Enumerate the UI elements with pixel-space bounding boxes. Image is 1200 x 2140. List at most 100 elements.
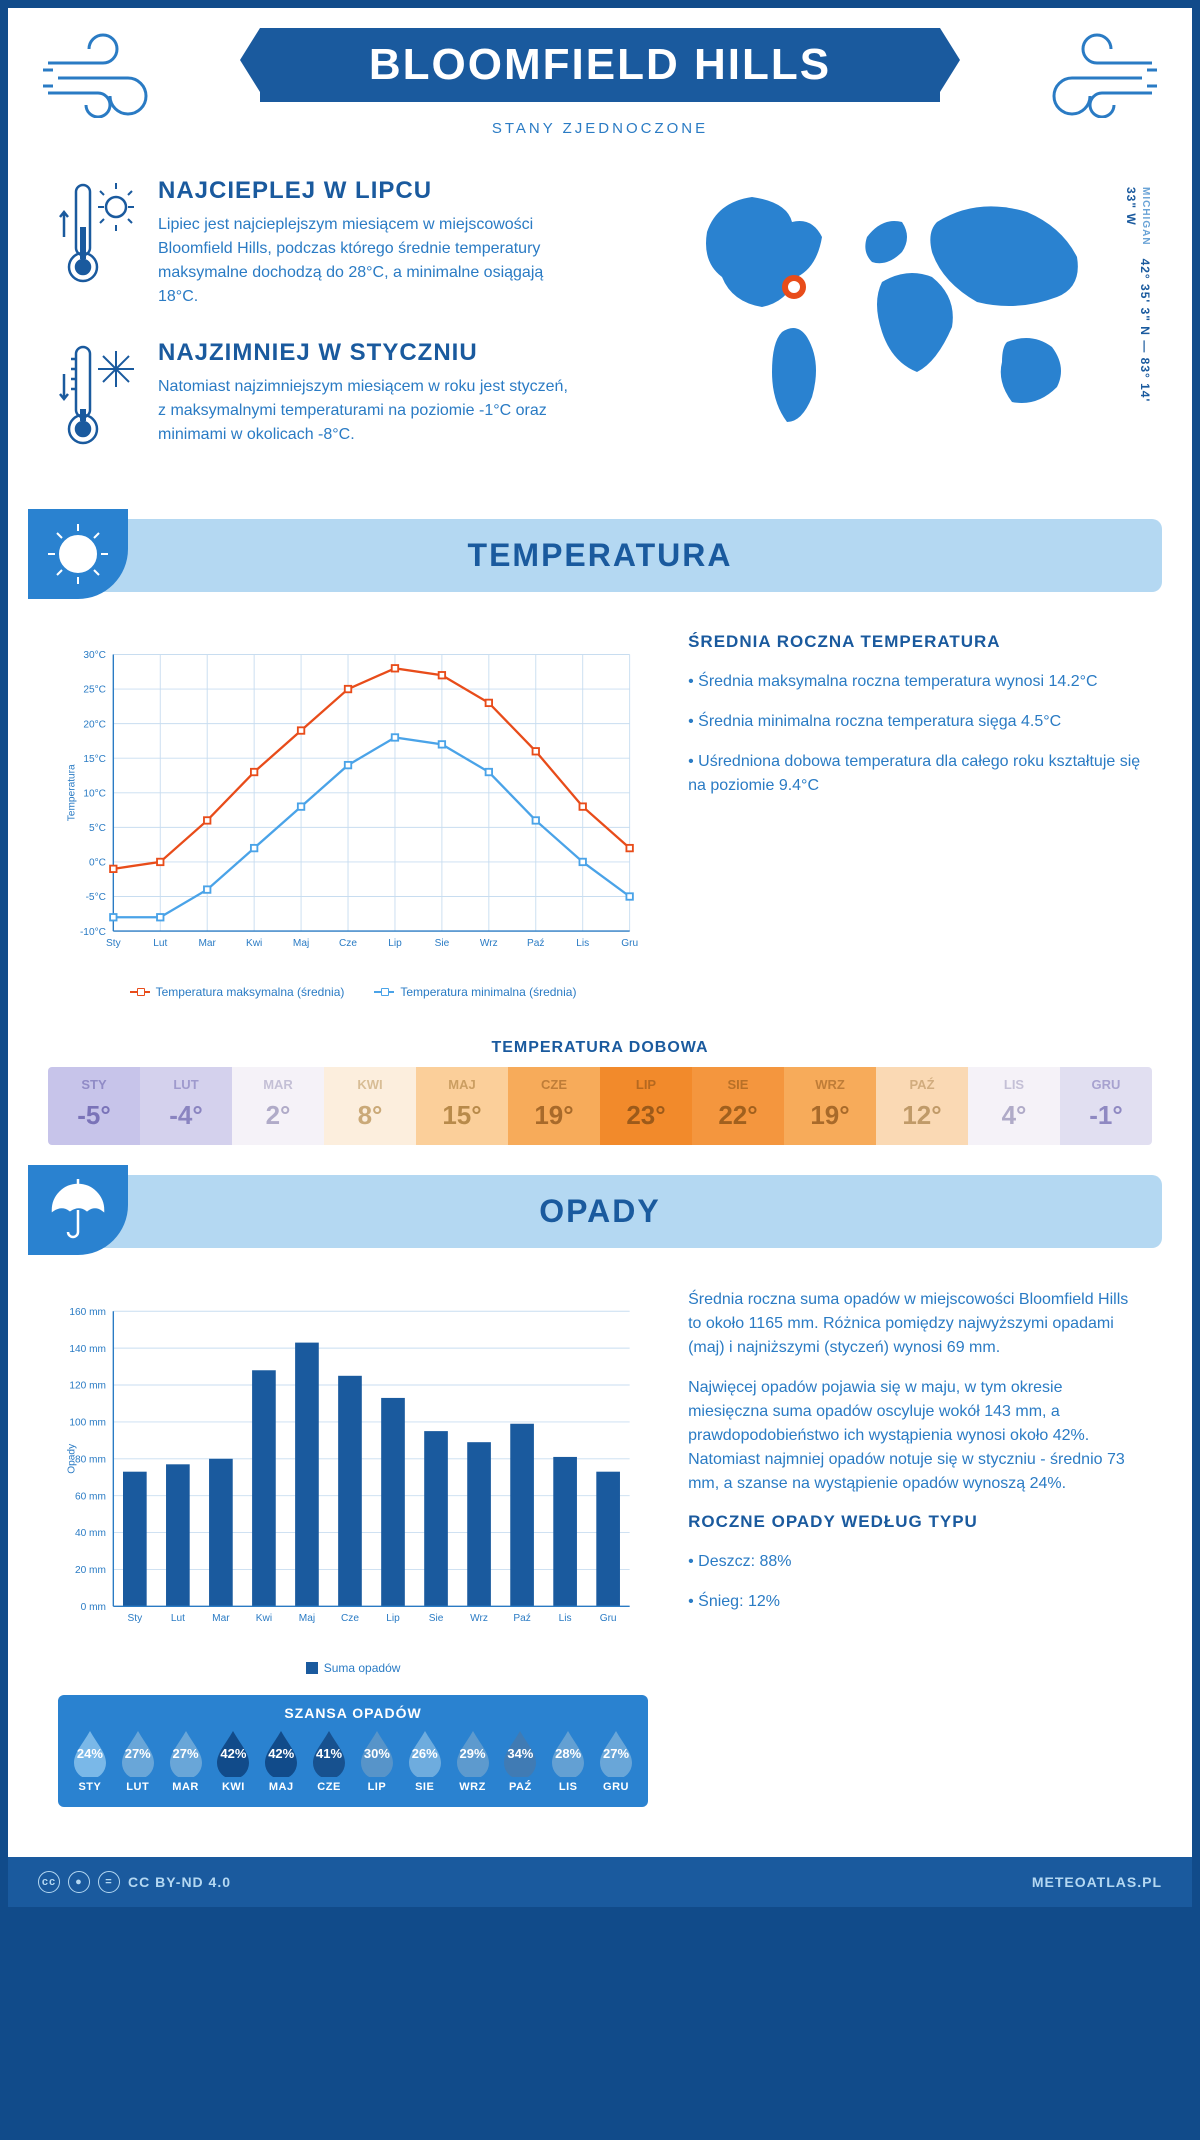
- svg-text:Sie: Sie: [435, 938, 450, 949]
- bullet: • Średnia maksymalna roczna temperatura …: [688, 670, 1142, 694]
- temperature-line-chart: -10°C-5°C0°C5°C10°C15°C20°C25°C30°CStyLu…: [58, 632, 648, 972]
- daily-cell: KWI8°: [324, 1067, 416, 1145]
- daily-cell: MAR2°: [232, 1067, 324, 1145]
- rain-chance-item: 42% KWI: [213, 1729, 253, 1793]
- svg-text:Maj: Maj: [293, 938, 309, 949]
- svg-text:Sie: Sie: [429, 1613, 444, 1624]
- section-title: OPADY: [56, 1193, 1144, 1230]
- side-heading: ŚREDNIA ROCZNA TEMPERATURA: [688, 632, 1142, 652]
- rain-chance-item: 34% PAŹ: [500, 1729, 540, 1793]
- daily-temp-title: TEMPERATURA DOBOWA: [8, 1039, 1192, 1057]
- svg-text:Gru: Gru: [621, 938, 638, 949]
- license-text: CC BY-ND 4.0: [128, 1874, 231, 1890]
- daily-cell: STY-5°: [48, 1067, 140, 1145]
- rain-chance-item: 27% MAR: [166, 1729, 206, 1793]
- svg-text:Wrz: Wrz: [470, 1613, 488, 1624]
- title-block: BLOOMFIELD HILLS STANY ZJEDNOCZONE: [188, 28, 1012, 137]
- rain-paragraph: Średnia roczna suma opadów w miejscowośc…: [688, 1288, 1142, 1360]
- svg-text:0°C: 0°C: [89, 858, 106, 869]
- bullet: • Deszcz: 88%: [688, 1550, 1142, 1574]
- svg-text:Cze: Cze: [341, 1613, 359, 1624]
- bullet: • Śnieg: 12%: [688, 1590, 1142, 1614]
- thermometer-hot-icon: [58, 177, 138, 287]
- svg-text:140 mm: 140 mm: [69, 1344, 106, 1355]
- svg-text:Lip: Lip: [388, 938, 402, 949]
- daily-cell: GRU-1°: [1060, 1067, 1152, 1145]
- svg-text:Kwi: Kwi: [256, 1613, 272, 1624]
- svg-text:20°C: 20°C: [83, 719, 106, 730]
- world-map: MICHIGAN 42° 35' 3" N — 83° 14' 33" W: [682, 177, 1142, 479]
- svg-text:120 mm: 120 mm: [69, 1381, 106, 1392]
- precipitation-bar-chart: 0 mm20 mm40 mm60 mm80 mm100 mm120 mm140 …: [58, 1288, 648, 1648]
- chance-title: SZANSA OPADÓW: [66, 1705, 640, 1721]
- rain-chance-item: 28% LIS: [548, 1729, 588, 1793]
- cold-body: Natomiast najzimniejszym miesiącem w rok…: [158, 375, 578, 447]
- daily-cell: LIS4°: [968, 1067, 1060, 1145]
- coordinates: MICHIGAN 42° 35' 3" N — 83° 14' 33" W: [1124, 187, 1152, 427]
- intro-text: NAJCIEPLEJ W LIPCU Lipiec jest najcieple…: [58, 177, 642, 479]
- svg-text:Lut: Lut: [153, 938, 167, 949]
- wind-icon: [1012, 28, 1162, 118]
- rain-chance-item: 24% STY: [70, 1729, 110, 1793]
- temp-legend: Temperatura maksymalna (średnia) Tempera…: [58, 985, 648, 999]
- daily-temp-row: STY-5° LUT-4° MAR2° KWI8° MAJ15° CZE19° …: [48, 1067, 1152, 1145]
- daily-cell: MAJ15°: [416, 1067, 508, 1145]
- rain-chance-item: 30% LIP: [357, 1729, 397, 1793]
- rain-chance-box: SZANSA OPADÓW 24% STY 27% LUT 27% MAR 42…: [58, 1695, 648, 1807]
- svg-text:Kwi: Kwi: [246, 938, 262, 949]
- svg-text:-10°C: -10°C: [80, 927, 106, 938]
- hot-body: Lipiec jest najcieplejszym miesiącem w m…: [158, 213, 578, 309]
- rain-chance-item: 27% LUT: [118, 1729, 158, 1793]
- page-title: BLOOMFIELD HILLS: [260, 28, 940, 102]
- umbrella-icon: [28, 1165, 128, 1255]
- header: BLOOMFIELD HILLS STANY ZJEDNOCZONE: [8, 8, 1192, 147]
- svg-text:Gru: Gru: [600, 1613, 617, 1624]
- svg-text:Sty: Sty: [128, 1613, 144, 1624]
- svg-text:Temperatura: Temperatura: [67, 764, 78, 821]
- svg-text:30°C: 30°C: [83, 650, 106, 661]
- cc-icon: cc: [38, 1871, 60, 1893]
- svg-text:Mar: Mar: [198, 938, 216, 949]
- svg-text:Lut: Lut: [171, 1613, 185, 1624]
- rain-chance-item: 41% CZE: [309, 1729, 349, 1793]
- svg-text:0 mm: 0 mm: [81, 1602, 106, 1613]
- svg-text:Lip: Lip: [386, 1613, 400, 1624]
- svg-text:10°C: 10°C: [83, 788, 106, 799]
- svg-text:Sty: Sty: [106, 938, 122, 949]
- intro-section: NAJCIEPLEJ W LIPCU Lipiec jest najcieple…: [8, 147, 1192, 509]
- rain-paragraph: Najwięcej opadów pojawia się w maju, w t…: [688, 1376, 1142, 1496]
- hot-heading: NAJCIEPLEJ W LIPCU: [158, 177, 578, 205]
- svg-text:20 mm: 20 mm: [75, 1565, 106, 1576]
- sun-icon: [28, 509, 128, 599]
- svg-text:40 mm: 40 mm: [75, 1528, 106, 1539]
- svg-text:25°C: 25°C: [83, 685, 106, 696]
- temperature-banner: TEMPERATURA: [38, 519, 1162, 592]
- svg-text:-5°C: -5°C: [86, 892, 106, 903]
- bullet: • Uśredniona dobowa temperatura dla całe…: [688, 750, 1142, 798]
- svg-text:Paź: Paź: [513, 1613, 530, 1624]
- svg-text:Opady: Opady: [67, 1443, 78, 1474]
- rain-chance-item: 42% MAJ: [261, 1729, 301, 1793]
- license-block: cc ● = CC BY-ND 4.0: [38, 1871, 231, 1893]
- wind-icon: [38, 28, 188, 118]
- svg-text:15°C: 15°C: [83, 754, 106, 765]
- bullet: • Średnia minimalna roczna temperatura s…: [688, 710, 1142, 734]
- site-name: METEOATLAS.PL: [1032, 1874, 1162, 1890]
- section-title: TEMPERATURA: [56, 537, 1144, 574]
- temp-side-text: ŚREDNIA ROCZNA TEMPERATURA • Średnia mak…: [688, 632, 1142, 999]
- svg-text:Lis: Lis: [559, 1613, 572, 1624]
- daily-cell: SIE22°: [692, 1067, 784, 1145]
- daily-cell: WRZ19°: [784, 1067, 876, 1145]
- rain-chance-item: 29% WRZ: [453, 1729, 493, 1793]
- daily-cell: LIP23°: [600, 1067, 692, 1145]
- precipitation-banner: OPADY: [38, 1175, 1162, 1248]
- svg-text:Lis: Lis: [576, 938, 589, 949]
- cold-heading: NAJZIMNIEJ W STYCZNIU: [158, 339, 578, 367]
- page-subtitle: STANY ZJEDNOCZONE: [188, 120, 1012, 137]
- rain-chance-item: 27% GRU: [596, 1729, 636, 1793]
- svg-text:Mar: Mar: [212, 1613, 230, 1624]
- world-map-svg: [682, 177, 1102, 437]
- svg-text:Maj: Maj: [299, 1613, 315, 1624]
- page-root: BLOOMFIELD HILLS STANY ZJEDNOCZONE: [8, 8, 1192, 1907]
- location-marker: [782, 275, 806, 299]
